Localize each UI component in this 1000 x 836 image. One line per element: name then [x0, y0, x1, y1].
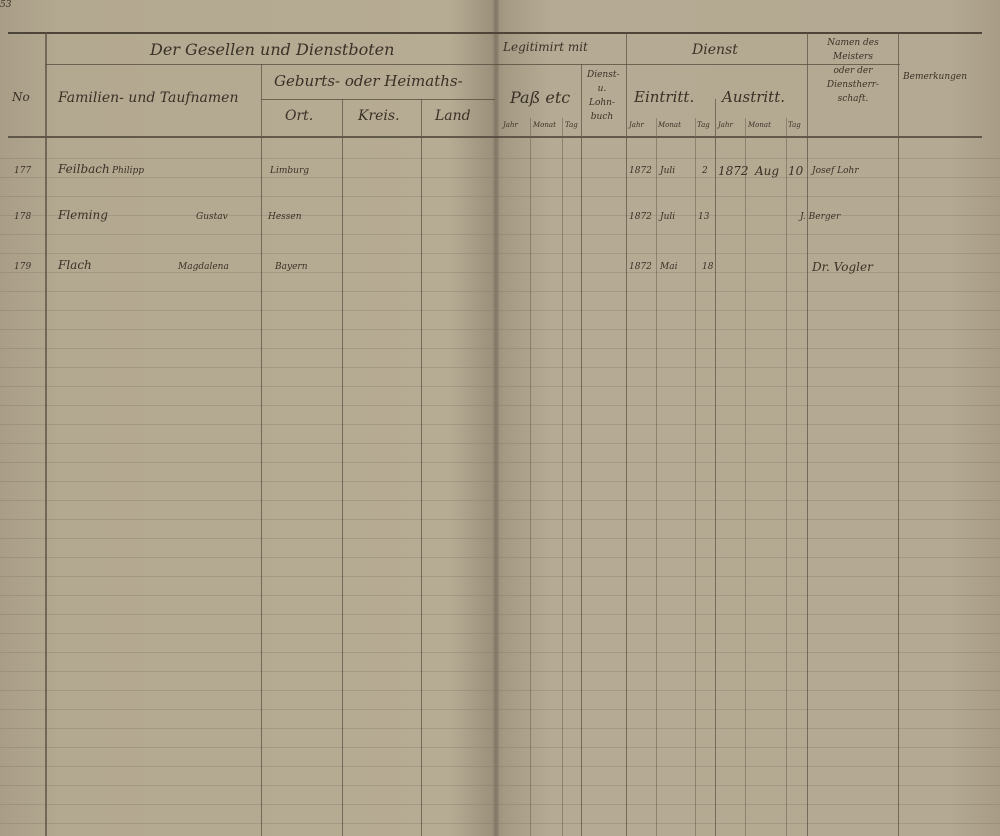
row-in-month: Mai [660, 262, 678, 272]
row-in-day: 2 [702, 166, 708, 176]
header-dienst-group: Dienst [692, 42, 738, 58]
row-master: Dr. Vogler [812, 260, 873, 274]
sub-header-tag: Tag [788, 121, 801, 129]
sub-col-line [530, 118, 531, 836]
table-row: 177 Feilbach Philipp Limburg 1872 Juli 2… [0, 162, 1000, 186]
sub-header-monat: Monat [533, 121, 556, 129]
header-birth-group: Geburts- oder Heimaths- [274, 72, 463, 90]
sub-col-line [745, 118, 746, 836]
row-master: J. Berger [800, 212, 841, 222]
col-line [581, 64, 582, 836]
row-given: Philipp [112, 166, 145, 176]
sub-col-line [695, 118, 696, 836]
sub-col-line [562, 118, 563, 836]
col-line [715, 99, 716, 836]
header-text: oder der [833, 66, 873, 76]
header-rule-2 [261, 99, 495, 100]
row-in-year: 1872 [629, 166, 652, 176]
row-given: Magdalena [178, 262, 229, 272]
row-given: Gustav [196, 212, 228, 222]
book-gutter [493, 0, 499, 836]
header-bemerkungen: Bemerkungen [903, 72, 968, 82]
row-in-day: 18 [702, 262, 714, 272]
header-text: Namen des [827, 38, 879, 48]
row-surname: Flach [58, 258, 92, 272]
row-out-month: Aug [755, 164, 780, 178]
sub-header-jahr: Jahr [718, 121, 733, 129]
header-text: Lohn- [588, 98, 616, 108]
sub-header-monat: Monat [748, 121, 771, 129]
header-text: u. [597, 84, 607, 94]
header-text: schaft. [837, 94, 869, 104]
header-bottom-rule [8, 136, 982, 138]
row-number: 177 [14, 166, 32, 176]
header-eintritt: Eintritt. [634, 88, 695, 106]
row-ort: Limburg [270, 166, 310, 176]
col-line [421, 99, 422, 836]
header-text: buch [590, 112, 614, 122]
sub-header-monat: Monat [658, 121, 681, 129]
page-number: 53 [0, 0, 12, 10]
header-text: Dienst- [587, 70, 620, 80]
col-line [342, 99, 343, 836]
header-number: No [12, 90, 30, 104]
header-rule-1 [45, 64, 900, 65]
row-master: Josef Lohr [812, 166, 859, 176]
header-meister: Namen des Meisters oder der Dienstherr- … [810, 36, 896, 106]
col-line [626, 33, 627, 836]
row-in-year: 1872 [629, 212, 652, 222]
header-kreis: Kreis. [358, 108, 400, 124]
ruled-lines [0, 140, 1000, 836]
col-line [45, 33, 47, 836]
header-dienstbuch: Dienst- u. Lohn- buch [587, 68, 620, 124]
row-ort: Bayern [275, 262, 308, 272]
table-row: 178 Fleming Gustav Hessen 1872 Juli 13 J… [0, 208, 1000, 232]
header-austritt: Austritt. [722, 88, 786, 106]
group-title: Der Gesellen und Dienstboten [150, 40, 395, 59]
row-in-day: 13 [698, 212, 710, 222]
row-ort: Hessen [268, 212, 302, 222]
row-out-day: 10 [788, 164, 804, 178]
header-text: Dienstherr- [826, 80, 880, 90]
header-names: Familien- und Taufnamen [58, 90, 239, 106]
col-line [807, 33, 808, 836]
col-line [898, 33, 899, 836]
row-in-month: Juli [660, 212, 676, 222]
table-row: 179 Flach Magdalena Bayern 1872 Mai 18 D… [0, 258, 1000, 282]
sub-header-jahr: Jahr [629, 121, 644, 129]
sub-header-jahr: Jahr [503, 121, 518, 129]
header-pass: Paß etc [510, 88, 571, 107]
row-surname: Fleming [58, 208, 108, 222]
col-line [261, 64, 262, 836]
sub-header-tag: Tag [565, 121, 578, 129]
row-out-year: 1872 [718, 164, 749, 178]
header-land: Land [435, 108, 471, 124]
row-number: 179 [14, 262, 32, 272]
row-in-month: Juli [660, 166, 676, 176]
header-ort: Ort. [285, 108, 314, 124]
sub-col-line [656, 118, 657, 836]
row-surname: Feilbach [58, 162, 110, 176]
sub-col-line [786, 118, 787, 836]
row-in-year: 1872 [629, 262, 652, 272]
header-text: Meisters [833, 52, 873, 62]
top-rule [8, 32, 982, 34]
row-number: 178 [14, 212, 32, 222]
sub-header-tag: Tag [697, 121, 710, 129]
header-legit-group: Legitimirt mit [503, 40, 588, 54]
